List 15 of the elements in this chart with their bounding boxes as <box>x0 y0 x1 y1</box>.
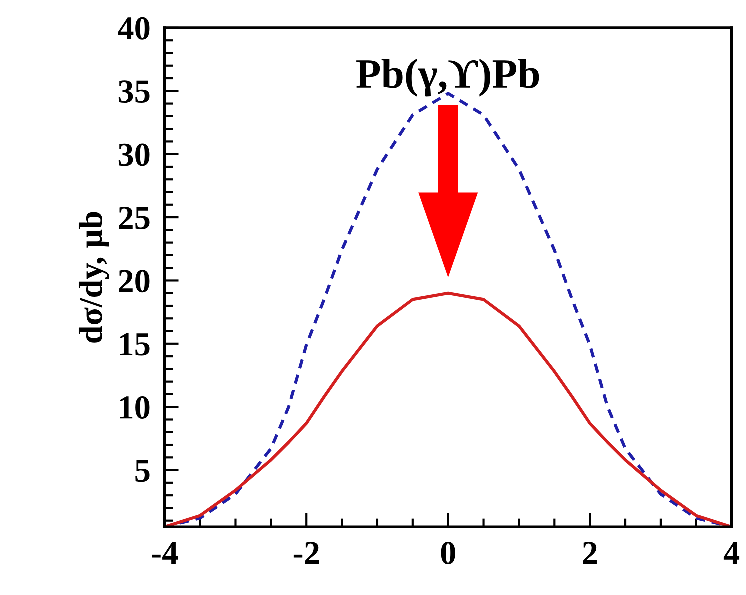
y-tick-label: 25 <box>119 207 150 230</box>
y-tick-label: 10 <box>120 396 150 419</box>
y-axis-title: dσ/dy, μb <box>78 212 110 343</box>
y-tick-label: 35 <box>118 80 150 104</box>
x-tick-label: 0 <box>441 542 456 565</box>
y-tick-label: 15 <box>120 333 150 356</box>
x-tick-label: -4 <box>152 542 178 564</box>
x-tick-label: 4 <box>724 542 740 564</box>
x-tick-label: 2 <box>583 542 597 564</box>
x-tick-label: -2 <box>294 542 320 564</box>
y-tick-label: 30 <box>118 144 150 166</box>
y-tick-label: 40 <box>118 17 150 40</box>
y-tick-label: 5 <box>136 460 150 482</box>
y-tick-label: 20 <box>119 270 150 293</box>
annotation: Pb(γ,ϒ)Pb <box>356 58 540 97</box>
